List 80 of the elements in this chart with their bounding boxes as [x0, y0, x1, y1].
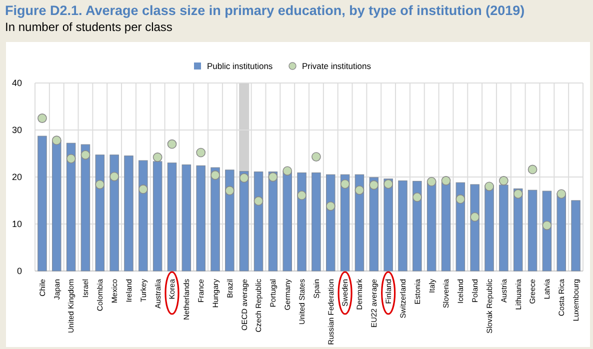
point	[268, 172, 278, 182]
legend-label: Public institutions	[207, 60, 273, 71]
point	[340, 179, 350, 189]
point	[254, 196, 264, 206]
bar	[556, 193, 566, 272]
bar	[167, 162, 177, 272]
bar	[210, 167, 220, 272]
bar	[456, 182, 466, 272]
bar	[152, 161, 162, 272]
bar	[268, 172, 278, 272]
point	[138, 184, 148, 194]
point	[66, 154, 76, 164]
point	[528, 164, 538, 174]
bar	[499, 184, 508, 272]
point	[239, 173, 249, 183]
bar	[66, 142, 76, 272]
point	[369, 180, 379, 190]
y-tick-label: 10	[12, 219, 22, 230]
bar	[312, 172, 321, 272]
bar	[470, 184, 480, 272]
bar	[513, 188, 523, 272]
y-tick-label: 0	[16, 266, 22, 276]
point	[384, 179, 394, 189]
bar	[326, 174, 336, 272]
y-tick-label: 30	[12, 125, 22, 136]
y-tick-label: 20	[12, 172, 22, 182]
bar	[528, 190, 538, 272]
bar	[571, 200, 580, 272]
bar	[182, 164, 192, 272]
point	[80, 150, 90, 160]
legend-label: Private institutions	[302, 60, 371, 71]
bar	[196, 165, 206, 272]
point	[326, 201, 336, 211]
bar	[412, 180, 422, 272]
bar	[110, 154, 119, 272]
bar	[542, 190, 552, 272]
point	[95, 180, 105, 190]
point	[196, 148, 206, 158]
chart-subtitle: In number of students per class	[5, 20, 172, 34]
bar	[282, 171, 292, 272]
bar	[398, 180, 408, 272]
bar	[254, 172, 264, 272]
y-tick-label: 40	[12, 78, 22, 88]
point	[312, 152, 321, 162]
point	[556, 189, 566, 199]
point	[498, 176, 508, 186]
bar	[95, 154, 105, 272]
bar	[124, 156, 134, 272]
point	[441, 176, 451, 186]
bar	[225, 170, 234, 272]
bar	[384, 178, 393, 272]
bar	[297, 172, 306, 272]
chart-title: Figure D2.1. Average class size in primary education, by type of institution (2019)	[5, 3, 525, 18]
point	[354, 185, 364, 195]
point	[224, 186, 234, 196]
bar	[441, 182, 451, 272]
bar	[80, 144, 90, 272]
bar	[138, 160, 148, 272]
point	[282, 166, 292, 176]
point	[484, 182, 494, 192]
bar	[38, 136, 47, 272]
point	[52, 136, 62, 146]
bar	[426, 181, 436, 272]
point	[456, 194, 466, 204]
bar	[484, 185, 494, 272]
bar	[354, 174, 364, 272]
point	[426, 177, 436, 186]
point	[152, 152, 162, 162]
bar	[369, 177, 379, 272]
point	[210, 170, 220, 180]
bar	[52, 140, 62, 272]
point	[297, 190, 306, 200]
point	[38, 114, 47, 123]
point	[167, 139, 177, 149]
point	[412, 192, 422, 202]
point	[542, 220, 552, 230]
point	[470, 212, 480, 222]
point	[110, 172, 120, 182]
bar	[340, 174, 350, 272]
point	[513, 189, 523, 199]
